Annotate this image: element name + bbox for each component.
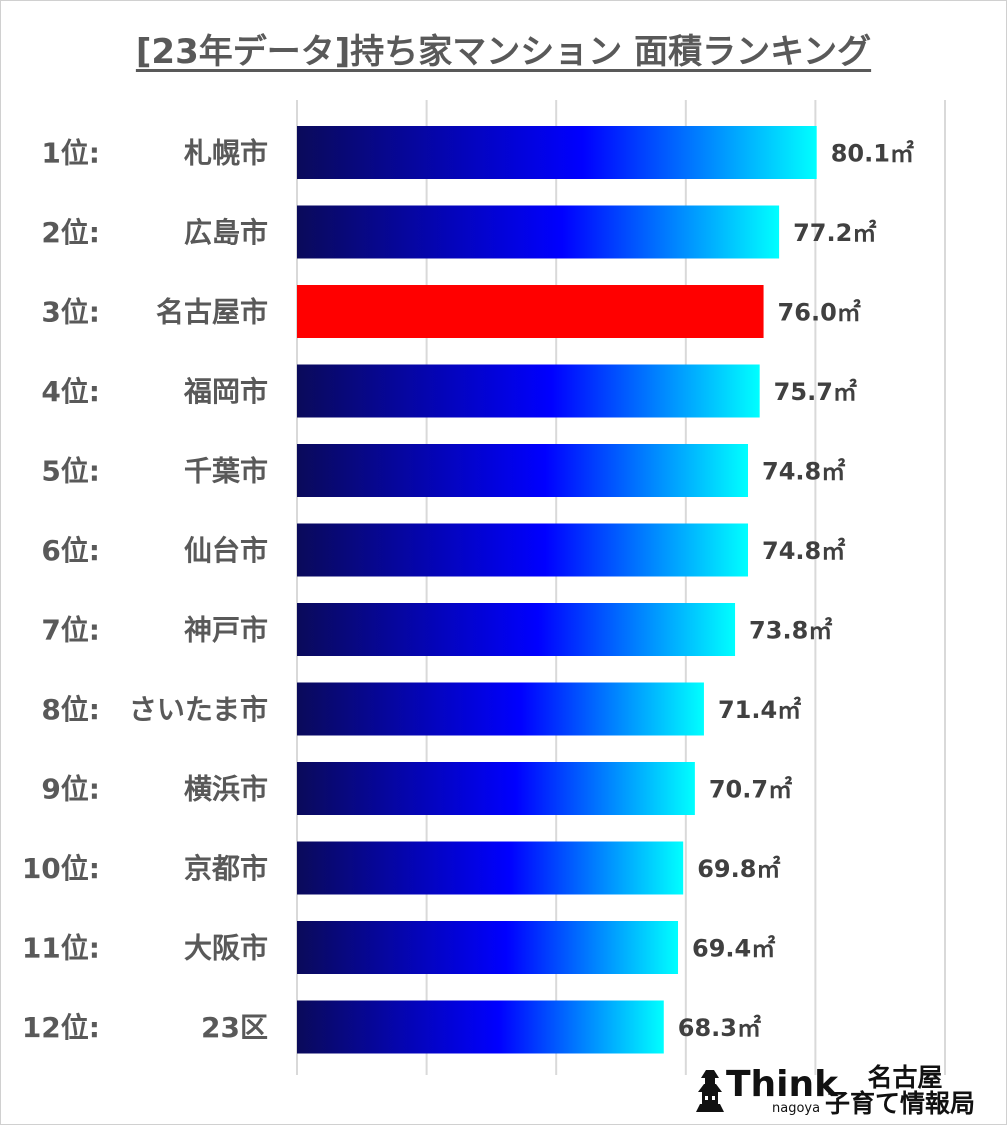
bar xyxy=(297,762,695,815)
data-label: 71.4㎡ xyxy=(718,696,801,724)
grid-lines xyxy=(296,100,946,1075)
category-label: 横浜市 xyxy=(184,773,268,806)
data-label: 69.4㎡ xyxy=(692,935,775,963)
bar xyxy=(297,682,704,736)
category-label: 仙台市 xyxy=(184,534,268,567)
rank-label: 9位: xyxy=(41,773,100,806)
category-label: 福岡市 xyxy=(183,375,268,408)
category-label: 大阪市 xyxy=(184,932,268,965)
bar xyxy=(297,444,749,497)
data-label: 74.8㎡ xyxy=(762,458,845,486)
logo-line2: 子育て情報局 xyxy=(825,1089,975,1116)
category-label: 23区 xyxy=(201,1011,268,1044)
rank-label: 8位: xyxy=(41,693,100,726)
bars xyxy=(297,126,817,1054)
think-nagoya-logo: Think nagoya 名古屋 子育て情報局 xyxy=(696,1063,975,1116)
data-label: 70.7㎡ xyxy=(709,776,792,804)
rank-label: 10位: xyxy=(22,852,100,885)
data-label: 69.8㎡ xyxy=(697,855,780,883)
bar xyxy=(297,126,817,179)
rank-label: 2位: xyxy=(41,216,100,249)
rank-label: 5位: xyxy=(41,455,100,488)
category-label: 広島市 xyxy=(184,216,268,249)
data-label: 73.8㎡ xyxy=(749,617,832,645)
category-label: 千葉市 xyxy=(184,455,268,488)
chart-title-text: [23年データ]持ち家マンション 面積ランキング xyxy=(135,32,872,72)
bar xyxy=(297,841,684,895)
bar xyxy=(297,603,736,656)
data-label: 74.8㎡ xyxy=(762,537,845,565)
data-label: 75.7㎡ xyxy=(774,378,857,406)
bar xyxy=(297,205,780,259)
rank-label: 11位: xyxy=(22,932,100,965)
bar xyxy=(297,921,679,974)
data-label: 68.3㎡ xyxy=(678,1014,761,1042)
category-label: 名古屋市 xyxy=(156,296,268,329)
rank-label: 7位: xyxy=(41,614,100,647)
bar xyxy=(297,364,760,418)
bar xyxy=(297,523,749,577)
category-label: 京都市 xyxy=(184,852,268,885)
castle-icon xyxy=(696,1070,724,1112)
bar xyxy=(297,1000,664,1054)
rank-label: 12位: xyxy=(22,1011,100,1044)
rank-label: 6位: xyxy=(41,534,100,567)
rank-label: 1位: xyxy=(41,137,100,170)
data-label: 80.1㎡ xyxy=(831,140,914,168)
data-label: 76.0㎡ xyxy=(778,299,861,327)
chart-title: [23年データ]持ち家マンション 面積ランキング xyxy=(0,24,1007,73)
category-label: 神戸市 xyxy=(184,614,268,647)
logo-line1: 名古屋 xyxy=(867,1063,942,1092)
logo-nagoya-text: nagoya xyxy=(772,1101,820,1116)
rank-label: 4位: xyxy=(41,375,100,408)
data-label: 77.2㎡ xyxy=(793,219,876,247)
category-label: さいたま市 xyxy=(129,693,268,726)
rank-label: 3位: xyxy=(41,296,100,329)
category-label: 札幌市 xyxy=(184,137,268,170)
labels: 1位: 札幌市 80.1㎡ 2位: 広島市 77.2㎡ 3位: 名古屋市 76.0㎡ 4位: 福岡市… xyxy=(22,137,914,1045)
logo-think-text: Think xyxy=(726,1064,839,1105)
bar xyxy=(297,285,764,338)
